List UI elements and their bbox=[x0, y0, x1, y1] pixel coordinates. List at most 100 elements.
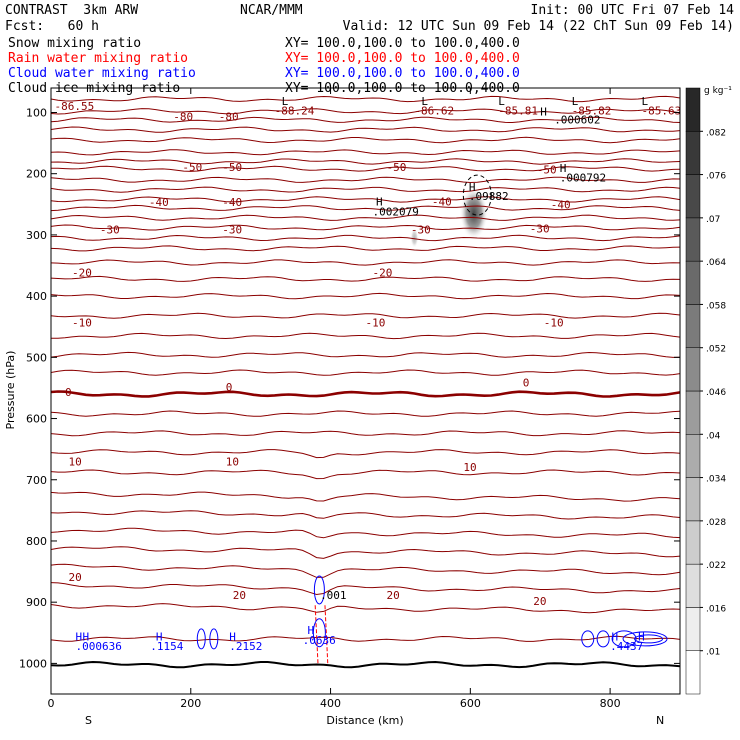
contour-label: -50 bbox=[222, 161, 242, 174]
contour-label: H bbox=[540, 106, 547, 119]
contour-label: -88.24 bbox=[275, 104, 315, 117]
isotherm-contour bbox=[50, 491, 681, 502]
isotherm-contour bbox=[50, 410, 681, 417]
colorbar-swatch bbox=[685, 217, 701, 262]
contour-label: -85.82 bbox=[572, 104, 612, 117]
cloud-water-contour bbox=[312, 618, 326, 648]
y-tick-label: 100 bbox=[26, 106, 47, 119]
x-end-north: N bbox=[656, 714, 664, 727]
isotherm-contour bbox=[50, 292, 681, 300]
y-tick-label: 400 bbox=[26, 290, 47, 303]
contour-label: H bbox=[376, 196, 383, 209]
colorbar-swatch bbox=[685, 477, 701, 522]
cloud-water-contour bbox=[209, 628, 219, 650]
y-tick-label: 300 bbox=[26, 229, 47, 242]
header-title: CONTRAST 3km ARW bbox=[5, 3, 139, 18]
cloud-water-label: .2152 bbox=[229, 640, 262, 653]
colorbar-label: .052 bbox=[706, 345, 726, 355]
field-cloud-water: Cloud water mixing ratio bbox=[8, 66, 196, 81]
cloud-water-label: H bbox=[229, 631, 236, 644]
contour-label: -40 bbox=[222, 196, 242, 209]
x-tick-label: 600 bbox=[460, 697, 481, 710]
isotherm-contour bbox=[50, 165, 681, 172]
cloud-water-label: .1154 bbox=[150, 640, 183, 653]
contour-label: .09882 bbox=[469, 190, 509, 203]
cloud-water-contour bbox=[611, 630, 637, 648]
contour-label: H bbox=[469, 181, 476, 194]
contour-label: -10 bbox=[72, 317, 92, 330]
x-tick-label: 400 bbox=[320, 697, 341, 710]
contour-label: .002079 bbox=[372, 205, 418, 218]
isotherm-contour bbox=[50, 449, 681, 459]
y-tick-label: 1000 bbox=[19, 657, 47, 670]
colorbar-label: .058 bbox=[706, 301, 726, 311]
colorbar-label: .046 bbox=[706, 388, 726, 398]
snow-shading bbox=[459, 187, 488, 240]
contour-label: -10 bbox=[366, 317, 386, 330]
isotherm-contour bbox=[50, 603, 681, 614]
x-end-south: S bbox=[85, 714, 92, 727]
contour-label: -40 bbox=[432, 196, 452, 209]
isotherm-contour bbox=[51, 332, 681, 340]
contour-label: 20 bbox=[68, 571, 81, 584]
rain-contour bbox=[314, 605, 319, 664]
contour-label: -86.62 bbox=[414, 104, 454, 117]
cloud-ice-contour bbox=[462, 174, 492, 216]
contour-label: 0 bbox=[523, 377, 530, 390]
colorbar-swatch bbox=[685, 131, 701, 175]
field-snow: Snow mixing ratio bbox=[8, 36, 142, 51]
cloud-water-contour bbox=[634, 634, 664, 644]
isotherm-contour bbox=[50, 430, 681, 437]
contour-label: -30 bbox=[411, 224, 431, 237]
cloud-water-contour bbox=[596, 630, 610, 648]
colorbar-unit: g kg⁻¹ bbox=[704, 86, 732, 96]
isotherm-contour bbox=[50, 234, 681, 242]
isotherm-contour bbox=[50, 196, 681, 203]
contour-label: L bbox=[421, 95, 428, 108]
isotherm-contour bbox=[50, 186, 681, 193]
y-tick-label: 700 bbox=[26, 474, 47, 487]
isotherm-contour bbox=[50, 546, 681, 559]
colorbar-swatch bbox=[685, 304, 701, 348]
colorbar-label: .076 bbox=[706, 172, 726, 182]
isotherm-contour bbox=[50, 469, 681, 480]
colorbar-label: .022 bbox=[706, 561, 726, 571]
contour-label: -30 bbox=[530, 222, 550, 235]
contour-label: .000602 bbox=[554, 114, 600, 127]
isotherm-contour bbox=[50, 259, 681, 266]
contour-label: -50 bbox=[386, 161, 406, 174]
cloud-water-label: .000636 bbox=[75, 640, 121, 653]
colorbar-label: .016 bbox=[706, 604, 726, 614]
contour-label: -20 bbox=[72, 267, 92, 280]
isotherm-contour bbox=[50, 275, 681, 282]
header-valid: Valid: 12 UTC Sun 09 Feb 14 (22 ChT Sun … bbox=[342, 19, 734, 34]
cloud-water-label: H bbox=[156, 631, 163, 644]
freezing-level-contour bbox=[50, 390, 681, 398]
cloud-water-contour bbox=[196, 628, 206, 650]
y-tick-label: 600 bbox=[26, 413, 47, 426]
cloud-water-label: H bbox=[75, 631, 82, 644]
isotherm-contour bbox=[50, 108, 681, 115]
isotherm-contour bbox=[50, 510, 681, 520]
contour-label: L bbox=[642, 95, 649, 108]
x-tick-label: 200 bbox=[180, 697, 201, 710]
colorbar-swatch bbox=[685, 260, 701, 305]
contour-label: 10 bbox=[463, 461, 476, 474]
contour-label: L bbox=[498, 95, 505, 108]
isotherm-contour bbox=[50, 204, 681, 212]
field-rain-xy: XY= 100.0,100.0 to 100.0,400.0 bbox=[285, 51, 520, 66]
isotherm-contour bbox=[50, 582, 681, 596]
contour-label: 10 bbox=[68, 456, 81, 469]
isotherm-contour bbox=[50, 635, 681, 642]
contour-label: -20 bbox=[372, 267, 392, 280]
contour-label: H bbox=[560, 162, 567, 175]
contour-label: .000792 bbox=[560, 172, 606, 185]
colorbar-swatch bbox=[685, 650, 701, 695]
colorbar-label: .04 bbox=[706, 431, 721, 441]
y-tick-label: 900 bbox=[26, 596, 47, 609]
cloud-water-label: H bbox=[307, 624, 314, 637]
x-axis-label: Distance (km) bbox=[326, 714, 403, 727]
cloud-water-label: .4437 bbox=[610, 640, 643, 653]
y-tick-label: 200 bbox=[26, 168, 47, 181]
